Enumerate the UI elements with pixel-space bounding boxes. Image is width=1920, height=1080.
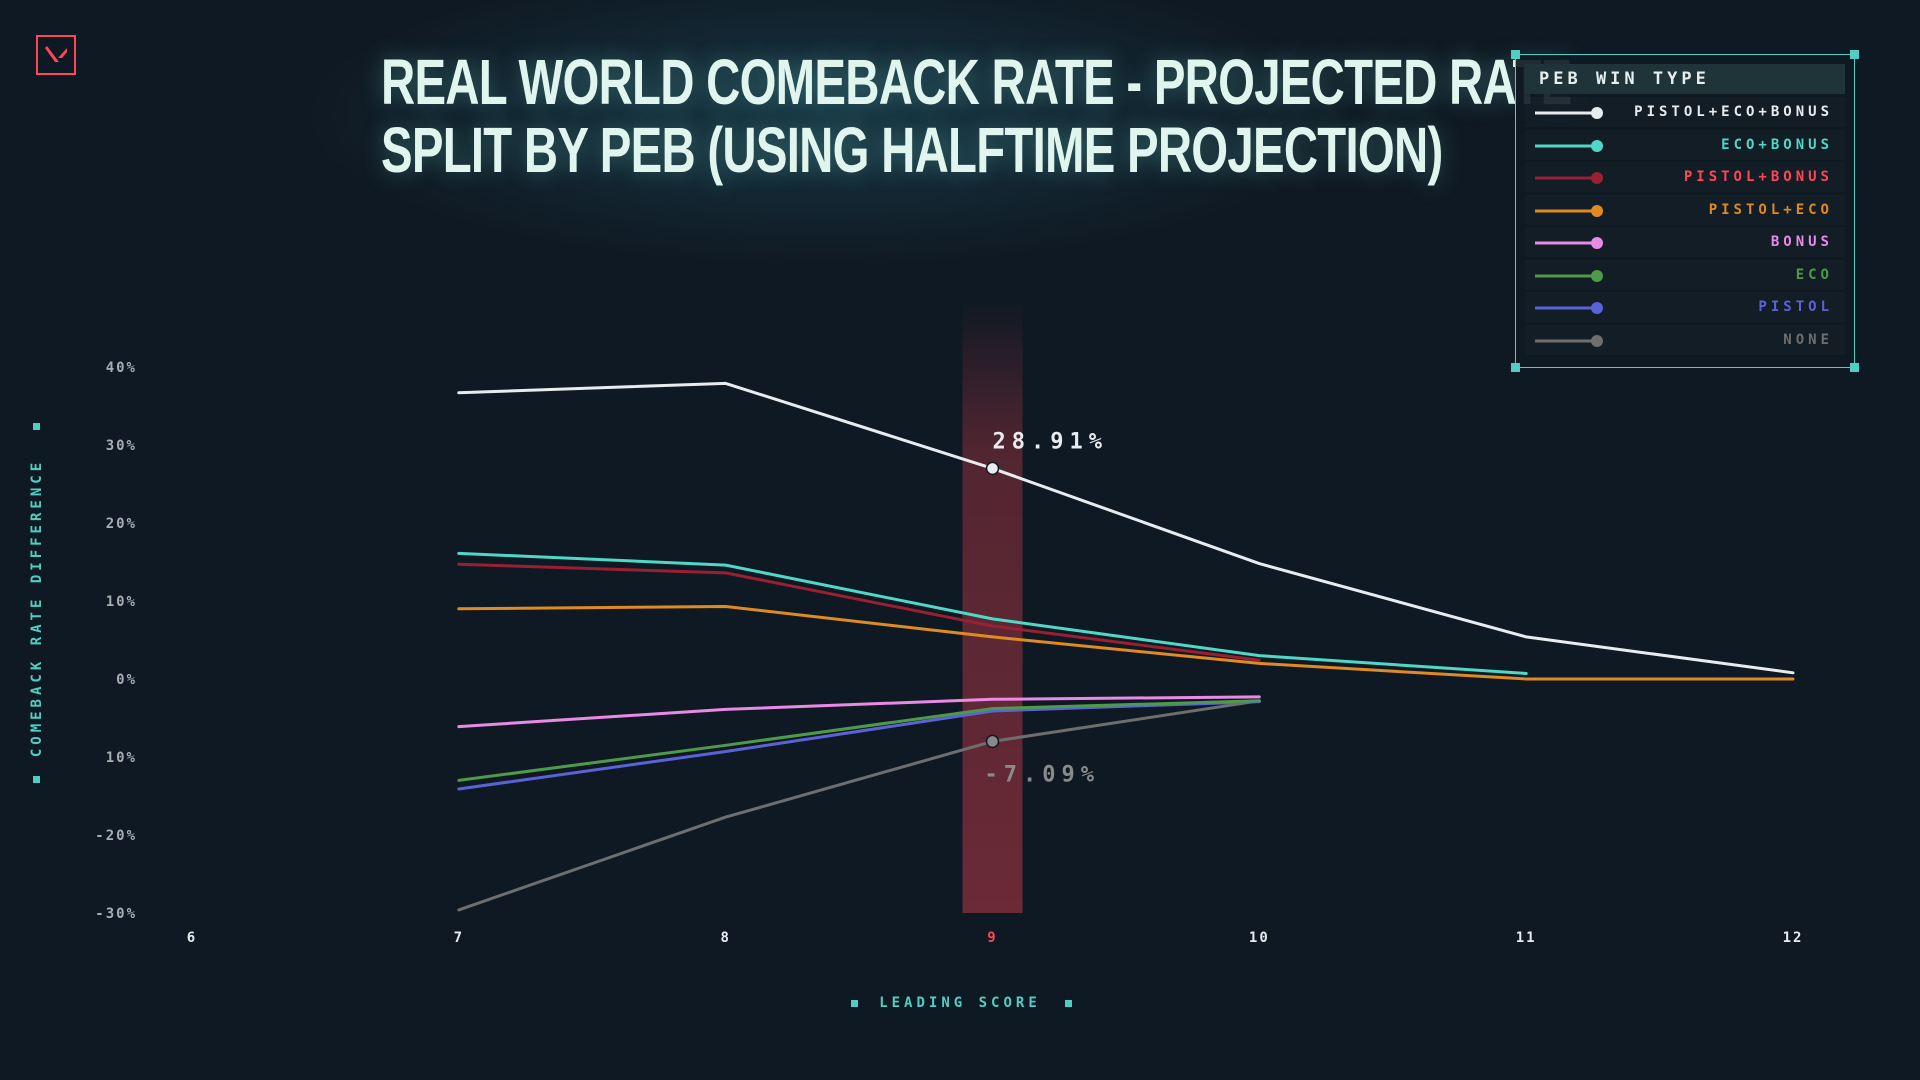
legend-corner-tl	[1511, 50, 1520, 59]
series-line	[457, 695, 1261, 729]
legend-swatch	[1535, 237, 1603, 249]
legend-swatch	[1535, 172, 1603, 184]
legend-label: ECO	[1795, 266, 1833, 283]
legend-swatch-dot	[1591, 204, 1603, 217]
annotation-point	[985, 734, 1000, 749]
legend-corner-tr	[1850, 50, 1859, 59]
y-tick-label: 20%	[106, 516, 137, 532]
legend-item: PISTOL+ECO	[1525, 195, 1845, 225]
y-tick-label: -20%	[95, 828, 137, 844]
legend-item: PISTOL+ECO+BONUS	[1525, 97, 1845, 127]
y-axis-marker-top	[33, 423, 40, 430]
legend-swatch	[1535, 139, 1603, 152]
valorant-logo-icon	[36, 35, 76, 75]
legend-label: PISTOL+BONUS	[1683, 169, 1833, 185]
annotation-point	[985, 461, 1000, 476]
legend-label: PISTOL+ECO+BONUS	[1634, 104, 1833, 120]
legend-item: ECO	[1525, 260, 1845, 290]
legend-swatch	[1535, 269, 1603, 282]
x-tick-label: 9	[987, 930, 997, 946]
legend-swatch-dot	[1591, 237, 1603, 249]
chart-title-line-2: SPLIT BY PEB (USING HALFTIME PROJECTION)	[381, 114, 1443, 186]
legend-label: NONE	[1783, 331, 1833, 348]
y-tick-label: -30%	[95, 906, 137, 922]
legend-title: PEB WIN TYPE	[1525, 64, 1845, 94]
y-tick-label: 40%	[106, 360, 137, 376]
x-axis-marker-left	[851, 1000, 858, 1007]
x-tick-label: 11	[1516, 930, 1537, 946]
series-line	[457, 562, 1261, 662]
annotation-label: 28.91%	[993, 429, 1108, 454]
x-tick-label: 7	[454, 930, 464, 946]
y-tick-label: 30%	[106, 438, 137, 454]
series-line	[457, 699, 1261, 782]
series-line	[457, 699, 1261, 912]
legend-label: ECO+BONUS	[1721, 136, 1833, 153]
legend-label: BONUS	[1770, 234, 1833, 250]
legend-label: PISTOL+ECO	[1708, 201, 1833, 218]
series-line	[457, 700, 1261, 791]
x-axis-marker-right	[1065, 1000, 1072, 1007]
legend-swatch-dot	[1591, 172, 1603, 184]
series-line	[457, 605, 1795, 681]
x-tick-label: 8	[720, 930, 730, 946]
x-tick-label: 6	[187, 930, 197, 946]
legend-item: NONE	[1525, 325, 1845, 355]
legend-item: PISTOL	[1525, 292, 1845, 322]
x-axis-title: LEADING SCORE	[879, 995, 1041, 1011]
legend-swatch	[1535, 204, 1603, 217]
legend-corner-bl	[1511, 363, 1520, 372]
series-line	[457, 381, 1795, 675]
legend-item: ECO+BONUS	[1525, 130, 1845, 160]
legend: PEB WIN TYPE PISTOL+ECO+BONUS ECO+BONUS PI…	[1511, 50, 1859, 372]
legend-label: PISTOL	[1758, 299, 1833, 315]
legend-swatch-dot	[1591, 269, 1603, 282]
legend-item: PISTOL+BONUS	[1525, 162, 1845, 192]
y-axis-title: COMEBACK RATE DIFFERENCE	[29, 458, 45, 758]
y-tick-label: 0%	[116, 672, 137, 688]
x-tick-label: 12	[1783, 930, 1804, 946]
y-tick-label: 10%	[106, 594, 137, 610]
y-axis-marker-bottom	[33, 776, 40, 783]
legend-corner-br	[1850, 363, 1859, 372]
legend-swatch	[1535, 302, 1603, 314]
x-tick-label: 10	[1249, 930, 1270, 946]
legend-swatch	[1535, 334, 1603, 347]
legend-swatch-dot	[1591, 107, 1603, 119]
legend-swatch-dot	[1591, 139, 1603, 152]
legend-item: BONUS	[1525, 227, 1845, 257]
legend-swatch-dot	[1591, 302, 1603, 314]
series-line	[457, 551, 1528, 675]
highlight-band	[962, 300, 1023, 913]
legend-swatch-dot	[1591, 334, 1603, 347]
annotation-label: -7.09%	[985, 762, 1100, 787]
legend-swatch	[1535, 107, 1603, 119]
y-tick-label: 10%	[106, 750, 137, 766]
